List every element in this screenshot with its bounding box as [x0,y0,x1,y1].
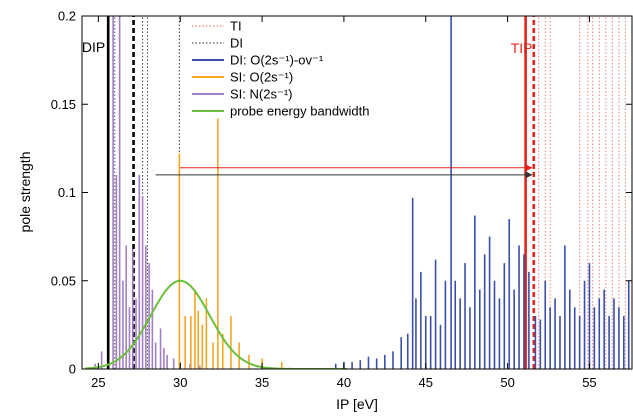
x-tick-label-0: 25 [91,375,105,390]
y-tick-label-3: 0.15 [51,97,76,112]
energy-arrows [155,164,533,179]
bandwidth-curve [85,279,348,369]
x-tick-label-2: 35 [255,375,269,390]
legend-label-5: probe energy bandwidth [230,104,370,119]
x-tick-label-1: 30 [173,375,187,390]
annotation-tip: TIP [511,40,533,56]
x-tick-label-3: 40 [337,375,351,390]
y-tick-label-0: 0 [69,362,76,377]
gaussian-curve [85,279,348,369]
axes: 25 30 35 40 45 50 55 0 0.05 0.1 0.15 0.2 [51,9,632,390]
y-tick-label-1: 0.05 [51,273,76,288]
legend: TI DI DI: O(2s⁻¹)-ov⁻¹ SI: O(2s⁻¹) SI: N(2s⁻… [192,19,370,119]
legend-label-1: DI [230,36,243,51]
legend-label-0: TI [230,19,242,34]
plot-area [85,16,630,369]
y-tick-label-4: 0.2 [58,9,76,24]
annotation-dip: DIP [82,39,105,55]
x-axis-label: IP [eV] [336,396,378,412]
x-tick-label-6: 55 [582,375,596,390]
legend-label-2: DI: O(2s⁻¹)-ov⁻¹ [230,53,324,68]
spectrum-bars [94,16,630,369]
y-axis-label: pole strength [17,152,33,233]
x-tick-label-4: 45 [419,375,433,390]
y-tick-label-2: 0.1 [58,185,76,200]
x-tick-label-5: 50 [500,375,514,390]
legend-label-3: SI: O(2s⁻¹) [230,70,293,85]
legend-label-4: SI: N(2s⁻¹) [230,87,292,102]
annotations: DIP TIP [82,39,533,56]
